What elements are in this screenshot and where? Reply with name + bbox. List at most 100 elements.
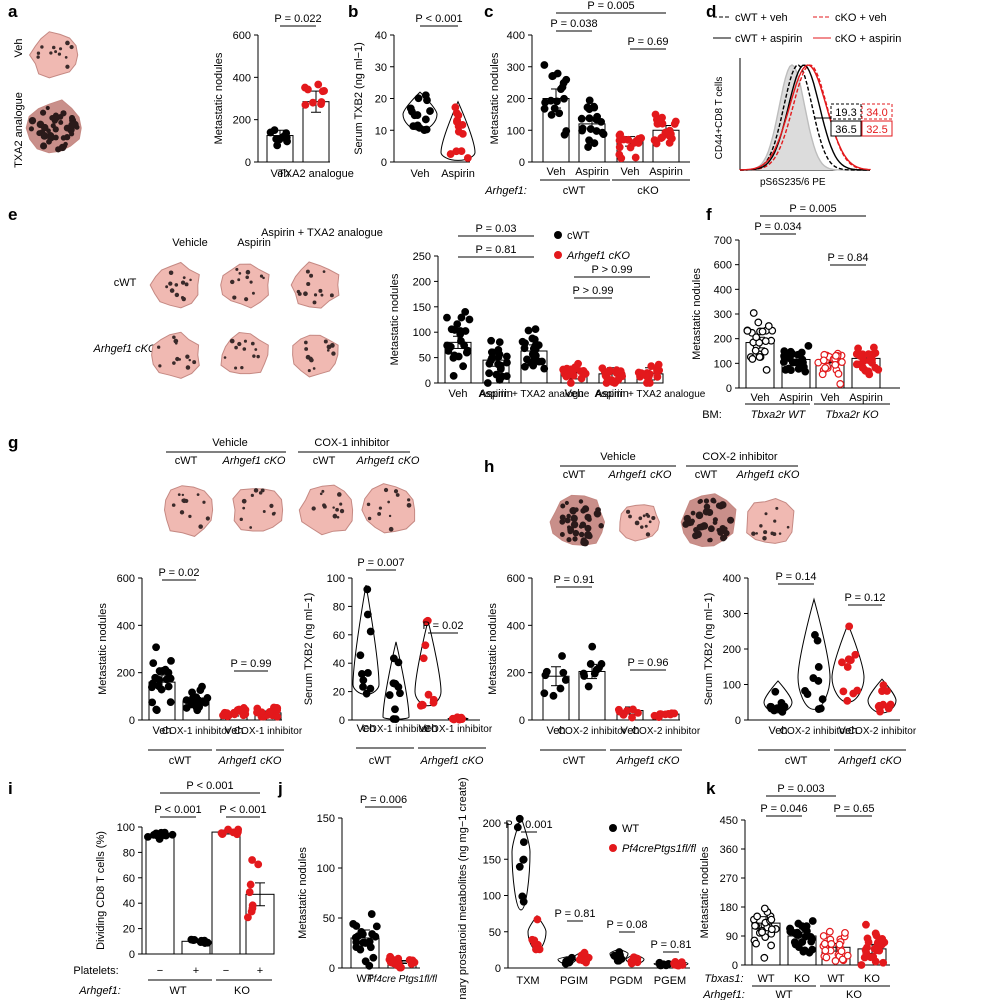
h-tissue-image-nodule (642, 514, 646, 518)
j2-wt-0-point (513, 823, 522, 832)
e-tissue-image-nodule (158, 364, 162, 368)
j2-pvalue-0-label: P < 0.001 (505, 819, 552, 831)
c-group-cko: cKO (637, 185, 659, 197)
c-cwt-aspirin-point (584, 143, 593, 151)
h2-x-label: Veh (769, 725, 788, 737)
d-gate-box (861, 120, 893, 137)
h1-bar-0-point (559, 668, 568, 677)
k-bar-3-point (862, 920, 870, 929)
h1-x-label: Veh (621, 725, 640, 737)
k-bar-3-point (857, 961, 866, 969)
i-chart-y-tick-label: 0 (129, 949, 135, 961)
panel-label-g: g (8, 433, 18, 452)
d-y-axis-label: CD44+CD8 T cells (714, 77, 725, 160)
b-chart-y-tick-label: 0 (381, 157, 387, 169)
h-tissue-image-nodule (778, 532, 782, 535)
h2-chart-y-tick-label: 200 (723, 644, 741, 656)
g2-v-2-point (421, 641, 430, 650)
a-txa2-point (304, 85, 312, 94)
i-bar-3-point (248, 904, 257, 913)
g2-v-2-violin (414, 620, 442, 707)
e-tissue-image-nodule (182, 276, 186, 280)
a-txa2-point (301, 100, 310, 109)
i-bar-2-point (217, 829, 226, 838)
g1-x-label: Veh (225, 725, 244, 737)
f-x-label: Aspirin (779, 392, 813, 404)
e-chart-y-tick-label: 200 (413, 276, 431, 288)
f-group-label: Tbxa2r WT (751, 409, 807, 421)
c-cwt-veh-point (562, 75, 571, 84)
g2-v-0-point (363, 585, 372, 594)
j2-legend-marker-wt (609, 824, 617, 832)
i-bar-3-point (254, 860, 263, 869)
k-pvalue-0-label: P = 0.003 (777, 783, 824, 795)
k-bar-2-point (837, 947, 846, 956)
g-tissue-image-nodule (241, 498, 247, 504)
h2-chart-y-axis-label: Serum TXB2 (ng ml−1) (703, 593, 715, 706)
g2-v-0-point (363, 610, 372, 619)
k-bar-1-point (790, 938, 799, 947)
f-pvalue-1-label: P = 0.034 (754, 221, 801, 233)
h-tissue-image-nodule (578, 499, 584, 504)
e-legend-label: cWT (567, 230, 590, 242)
k-bar-0-point (751, 921, 759, 930)
j2-pvalue-1-label: P = 0.81 (554, 908, 595, 920)
tissue-image-veh (29, 31, 79, 79)
f-ko-veh-point (831, 360, 840, 369)
e-x-label: Aspirin + TXA2 analogue (479, 389, 590, 400)
f-ko-veh-point (821, 364, 830, 372)
e-bar-3-point (580, 370, 589, 379)
h2-chart-y-tick-label: 300 (723, 609, 741, 621)
c-cko-aspirin-point (670, 120, 679, 128)
h-tissue-image-nodule (559, 532, 565, 537)
g2-v-0-point (359, 676, 368, 685)
k-chart-y-tick-label: 450 (720, 815, 738, 827)
g-tissue-image-nodule (239, 517, 243, 522)
h-tissue-image-nodule (720, 534, 727, 542)
k-bar-0-point (767, 915, 776, 924)
j2-pvalue-3-label: P = 0.81 (650, 939, 691, 951)
g2-group-label: cWT (369, 755, 392, 767)
g-tissue-image-nodule (321, 489, 325, 493)
g-tissue-image-nodule (378, 506, 383, 510)
b-aspirin-point (454, 127, 463, 136)
k-bar-0-point (760, 953, 769, 962)
tissue-image-txa2-nodule (51, 114, 60, 122)
j2-pvalue-2-label: P = 0.08 (606, 919, 647, 931)
f-wt-aspirin-point (794, 350, 802, 359)
g-tissue-image-nodule (171, 503, 176, 507)
b-veh-point (415, 123, 424, 132)
e-tissue-image-nodule (313, 293, 318, 297)
tissue-image-txa2-nodule (45, 105, 50, 111)
c-cwt-aspirin-point (599, 130, 608, 138)
h-tissue-image-nodule (644, 524, 648, 528)
g2-v-3-point (456, 715, 465, 723)
i-platelets-value: − (157, 965, 163, 977)
j2-chart-y-axis-label: Urinary prostanoid metabolites (ng mg−1 … (457, 777, 469, 1000)
h2-x-label: COX-2 inhibitor (780, 726, 849, 737)
a-veh-point (282, 129, 291, 138)
d-gate-value: 36.5 (835, 124, 856, 136)
b-chart-y-axis-label: Serum TXB2 (ng ml−1) (353, 42, 365, 155)
e-bar-2-point (521, 362, 529, 371)
c-row-label: Arhgef1: (484, 185, 527, 197)
h1-bar-1-point (590, 669, 599, 678)
h2-v-1-point (818, 695, 827, 704)
e-chart-y-tick-label: 250 (413, 251, 431, 263)
panel-label-h: h (484, 457, 494, 476)
k-bar-1-point (807, 937, 816, 946)
g1-chart-y-axis-label: Metastatic nodules (97, 603, 109, 695)
e-bar-1-point (485, 369, 493, 378)
tissue-image-veh-nodule (36, 55, 40, 59)
e-x-label: Aspirin (595, 388, 629, 400)
h-tissue-image-nodule (695, 511, 704, 520)
i-group-label: WT (169, 985, 186, 997)
h2-v-0-point (777, 698, 786, 707)
e-bar-0-point (454, 352, 463, 361)
e-tissue-image-nodule (157, 345, 161, 349)
b-chart-y-tick-label: 40 (375, 30, 387, 42)
e-bar-4-point (618, 372, 627, 381)
h-tissue-image-nodule (580, 538, 588, 547)
h-tissue-image-nodule (717, 503, 724, 510)
